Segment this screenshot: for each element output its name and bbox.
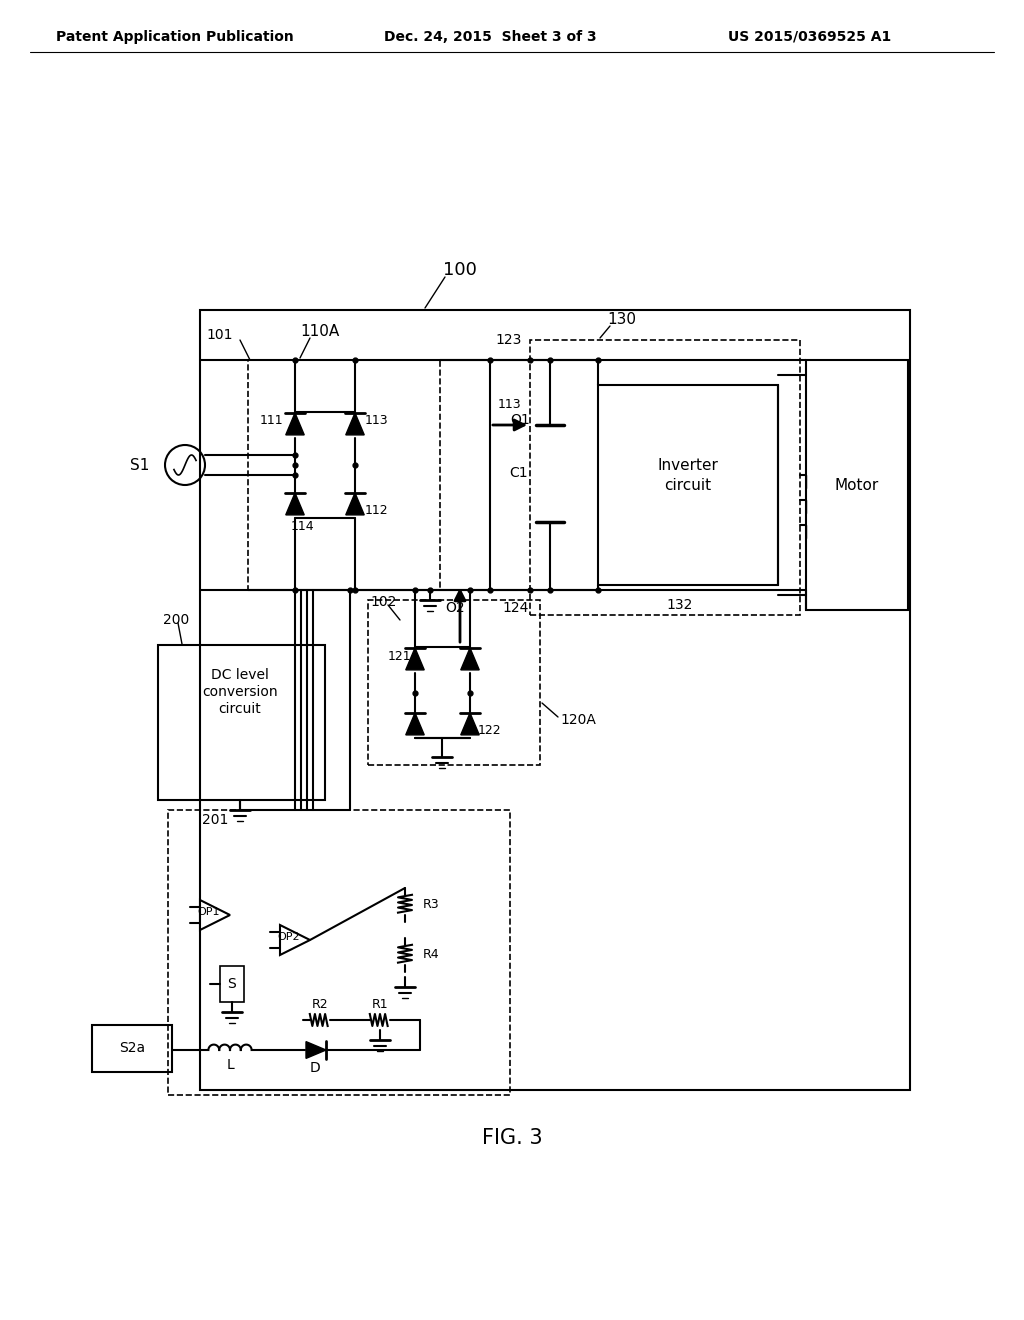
Bar bbox=[368, 601, 540, 766]
Text: O2: O2 bbox=[445, 601, 465, 615]
Bar bbox=[92, 1026, 172, 1072]
Text: C1: C1 bbox=[509, 466, 528, 480]
Text: US 2015/0369525 A1: US 2015/0369525 A1 bbox=[728, 30, 892, 44]
Polygon shape bbox=[461, 648, 479, 671]
Text: L: L bbox=[226, 1059, 233, 1072]
Text: FIG. 3: FIG. 3 bbox=[481, 1129, 543, 1148]
Text: DC level: DC level bbox=[211, 668, 269, 682]
Polygon shape bbox=[280, 925, 310, 954]
Text: 110A: 110A bbox=[300, 325, 340, 339]
Bar bbox=[806, 360, 908, 610]
Polygon shape bbox=[200, 900, 230, 931]
Text: conversion: conversion bbox=[202, 685, 278, 700]
Text: R3: R3 bbox=[423, 899, 439, 912]
Text: Patent Application Publication: Patent Application Publication bbox=[56, 30, 294, 44]
Text: 101: 101 bbox=[207, 327, 233, 342]
Text: 132: 132 bbox=[667, 598, 693, 612]
Text: S2a: S2a bbox=[119, 1041, 145, 1055]
Text: 123: 123 bbox=[495, 333, 521, 347]
Polygon shape bbox=[346, 413, 365, 434]
Text: 201: 201 bbox=[202, 813, 228, 828]
Text: 112: 112 bbox=[365, 503, 389, 516]
Polygon shape bbox=[406, 713, 424, 735]
Text: S: S bbox=[227, 977, 237, 991]
Bar bbox=[530, 341, 800, 615]
Text: 130: 130 bbox=[607, 313, 637, 327]
Polygon shape bbox=[461, 713, 479, 735]
Text: 111: 111 bbox=[259, 414, 283, 428]
Text: 100: 100 bbox=[443, 261, 477, 279]
Text: R4: R4 bbox=[423, 949, 439, 961]
Text: Motor: Motor bbox=[835, 478, 880, 492]
Text: S1: S1 bbox=[130, 458, 150, 473]
Text: 114: 114 bbox=[291, 520, 314, 533]
Text: Dec. 24, 2015  Sheet 3 of 3: Dec. 24, 2015 Sheet 3 of 3 bbox=[384, 30, 596, 44]
Bar bbox=[158, 645, 325, 800]
Bar bbox=[200, 310, 910, 1090]
Text: O1: O1 bbox=[510, 413, 529, 426]
Polygon shape bbox=[286, 492, 304, 515]
Text: circuit: circuit bbox=[665, 478, 712, 492]
Text: 200: 200 bbox=[163, 612, 189, 627]
Text: 124: 124 bbox=[502, 601, 528, 615]
Text: R1: R1 bbox=[372, 998, 388, 1011]
Text: 120A: 120A bbox=[560, 713, 596, 727]
Text: 121: 121 bbox=[387, 649, 411, 663]
Text: 122: 122 bbox=[478, 723, 502, 737]
Bar bbox=[598, 385, 778, 585]
Text: 113: 113 bbox=[498, 399, 521, 412]
Text: 102: 102 bbox=[370, 595, 396, 609]
Bar bbox=[248, 360, 440, 590]
Bar bbox=[168, 810, 510, 1096]
Text: D: D bbox=[309, 1061, 321, 1074]
Polygon shape bbox=[306, 1041, 326, 1059]
Text: 113: 113 bbox=[365, 414, 389, 428]
Text: OP1: OP1 bbox=[198, 907, 220, 917]
Polygon shape bbox=[286, 413, 304, 434]
Text: circuit: circuit bbox=[219, 702, 261, 715]
Text: R2: R2 bbox=[311, 998, 329, 1011]
Polygon shape bbox=[406, 648, 424, 671]
Polygon shape bbox=[346, 492, 365, 515]
Text: OP2: OP2 bbox=[278, 932, 300, 942]
Text: Inverter: Inverter bbox=[657, 458, 719, 473]
Bar bbox=[220, 966, 244, 1002]
